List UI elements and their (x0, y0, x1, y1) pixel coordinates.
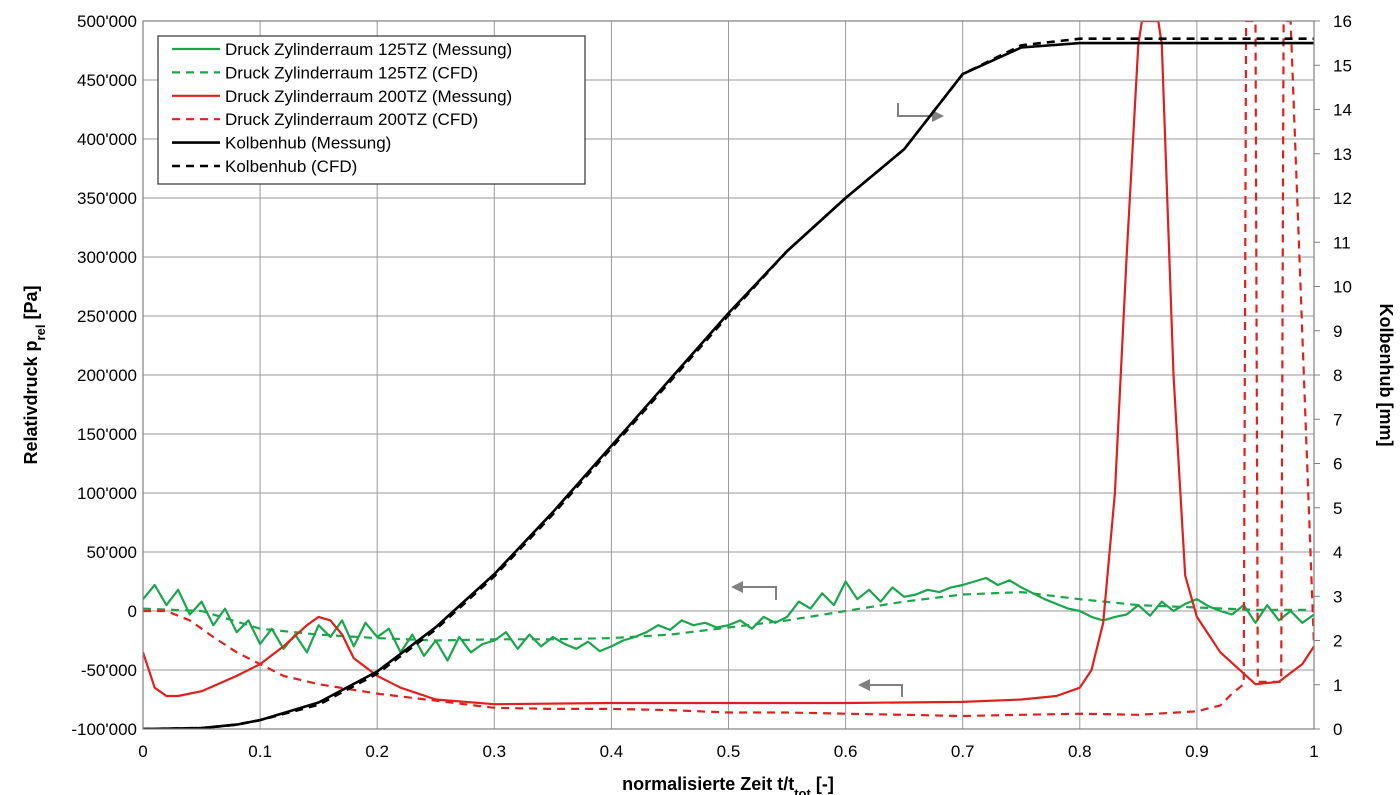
legend-label: Kolbenhub (Messung) (225, 134, 391, 153)
axis-arrow (897, 103, 934, 117)
series-line-0 (143, 576, 1314, 662)
x-tick-label: 0.1 (248, 742, 272, 761)
x-tick-label: 0.9 (1185, 742, 1209, 761)
y2-tick-label: 9 (1333, 322, 1342, 341)
y2-axis-title: Kolbenhub [mm] (1376, 304, 1396, 447)
y2-tick-label: 11 (1333, 233, 1351, 252)
y-tick-label: 500'000 (77, 12, 137, 31)
axis-arrow (742, 586, 777, 600)
x-tick-label: 0.8 (1068, 742, 1092, 761)
y-tick-label: 250'000 (77, 307, 137, 326)
y2-tick-label: 5 (1333, 499, 1342, 518)
arrow-head-icon (731, 581, 743, 593)
y2-tick-label: 16 (1333, 12, 1352, 31)
y-tick-label: -50'000 (81, 661, 137, 680)
y-tick-label: -100'000 (71, 720, 137, 739)
y2-tick-label: 10 (1333, 278, 1352, 297)
axis-arrow (869, 684, 903, 697)
y2-tick-label: 12 (1333, 189, 1352, 208)
y-tick-label: 100'000 (77, 484, 137, 503)
y2-tick-label: 0 (1333, 720, 1342, 739)
y2-tick-label: 1 (1333, 676, 1342, 695)
legend: Druck Zylinderraum 125TZ (Messung) Druck … (157, 35, 586, 185)
legend-label: Druck Zylinderraum 200TZ (CFD) (225, 110, 478, 129)
arrow-head-icon (858, 679, 870, 691)
y-axis-ticks: -100'000 -50'000 0 50'000 100'000 150'000 200'… (71, 12, 137, 739)
series-line-1 (143, 590, 1314, 642)
arrow-head-icon (932, 110, 944, 122)
series-line-3 (143, 21, 1314, 718)
y2-tick-label: 7 (1333, 410, 1342, 429)
x-axis-ticks: 0 0.1 0.2 0.3 0.4 0.5 0.6 0.7 0.8 0.9 1 (138, 742, 1318, 761)
legend-box (157, 35, 586, 185)
y-tick-label: 0 (128, 602, 137, 621)
x-tick-label: 1 (1309, 742, 1318, 761)
y2-tick-label: 14 (1333, 101, 1352, 120)
legend-label: Kolbenhub (CFD) (225, 157, 357, 176)
y2-tick-label: 15 (1333, 56, 1352, 75)
y-tick-label: 350'000 (77, 189, 137, 208)
y2-tick-label: 8 (1333, 366, 1342, 385)
series-line-2 (143, 21, 1314, 706)
y2-tick-label: 4 (1333, 543, 1342, 562)
x-axis-title: normalisierte Zeit t/ttot [-] (622, 774, 834, 795)
y-tick-label: 300'000 (77, 248, 137, 267)
y-axis-title: Relativdruck prel [Pa] (21, 286, 48, 465)
y-tick-label: 450'000 (77, 71, 137, 90)
y-tick-label: 400'000 (77, 130, 137, 149)
y2-tick-label: 3 (1333, 587, 1342, 606)
legend-label: Druck Zylinderraum 200TZ (Messung) (225, 87, 512, 106)
series-lines (143, 21, 1314, 729)
x-tick-label: 0.5 (717, 742, 741, 761)
y-tick-label: 150'000 (77, 425, 137, 444)
x-tick-label: 0.6 (834, 742, 858, 761)
x-tick-label: 0.2 (365, 742, 389, 761)
x-tick-label: 0.7 (951, 742, 975, 761)
x-tick-label: 0 (138, 742, 147, 761)
y2-tick-label: 13 (1333, 145, 1352, 164)
legend-label: Druck Zylinderraum 125TZ (Messung) (225, 40, 512, 59)
x-tick-label: 0.3 (482, 742, 506, 761)
x-tick-label: 0.4 (600, 742, 624, 761)
legend-label: Druck Zylinderraum 125TZ (CFD) (225, 63, 478, 82)
y-tick-label: 200'000 (77, 366, 137, 385)
axis-arrows (731, 103, 944, 697)
series-line-5 (143, 37, 1314, 729)
y-tick-label: 50'000 (86, 543, 137, 562)
y2-tick-label: 6 (1333, 455, 1342, 474)
y2-tick-label: 2 (1333, 632, 1342, 651)
